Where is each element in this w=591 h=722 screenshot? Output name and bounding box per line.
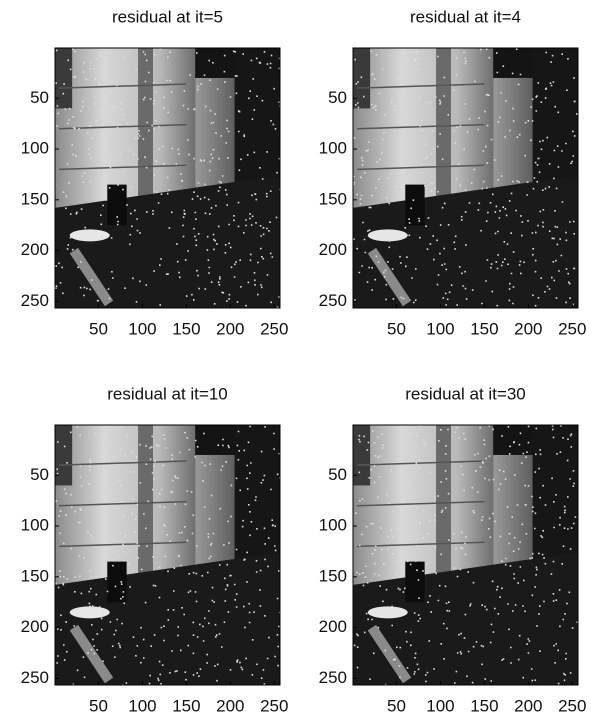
highlight [368, 606, 408, 618]
y-tick-label: 250 [319, 291, 347, 310]
x-tick-label: 150 [470, 696, 498, 715]
y-tick-label: 250 [21, 668, 49, 687]
wall-dark [353, 424, 371, 485]
chart-title: residual at it=10 [107, 384, 228, 403]
page: {"chart_data": [ {"type": "image", "titl… [0, 0, 591, 717]
x-tick-label: 200 [514, 319, 542, 338]
panel [493, 455, 533, 572]
y-tick-label: 200 [319, 240, 347, 259]
x-tick-label: 100 [128, 696, 156, 715]
y-tick-label: 50 [30, 465, 49, 484]
y-tick-label: 100 [319, 139, 347, 158]
subplot: residual at it=10 50 100 150 200 250 50 100 150 2… [21, 384, 289, 715]
image [353, 47, 580, 308]
step [107, 185, 126, 226]
x-tick-label: 200 [216, 696, 244, 715]
step [405, 562, 424, 603]
y-tick-label: 250 [319, 668, 347, 687]
x-tick-label: 150 [172, 319, 200, 338]
y-tick-label: 150 [319, 566, 347, 585]
x-tick-label: 50 [387, 696, 406, 715]
y-tick-label: 100 [319, 516, 347, 535]
y-tick-label: 50 [328, 88, 347, 107]
image [55, 424, 281, 685]
step [107, 562, 126, 603]
chart-title: residual at it=4 [410, 7, 521, 26]
figure: residual at it=5 50 100 150 200 250 50 100 150 20… [0, 0, 591, 717]
image [353, 424, 580, 686]
y-tick-label: 150 [21, 566, 49, 585]
y-tick-label: 100 [21, 516, 49, 535]
x-tick-label: 100 [426, 319, 454, 338]
pillar [436, 47, 451, 199]
wall-dark [55, 47, 73, 108]
y-tick-label: 200 [21, 240, 49, 259]
subplot: residual at it=5 50 100 150 200 250 50 100 150 20… [21, 7, 289, 338]
highlight [70, 229, 110, 241]
x-tick-label: 50 [387, 319, 406, 338]
wall-dark [55, 424, 73, 485]
step [405, 185, 424, 226]
x-tick-label: 50 [89, 319, 108, 338]
subplot: residual at it=4 50 100 150 200 250 50 100 150 20… [319, 7, 587, 338]
subplot: residual at it=30 50 100 150 200 250 50 100 150 2… [319, 384, 587, 715]
x-tick-label: 250 [558, 696, 586, 715]
x-tick-label: 100 [426, 696, 454, 715]
y-tick-label: 50 [328, 465, 347, 484]
y-tick-label: 100 [21, 139, 49, 158]
panel [493, 78, 533, 195]
image [55, 47, 281, 309]
pillar [138, 47, 153, 199]
y-tick-label: 150 [21, 189, 49, 208]
x-tick-label: 50 [89, 696, 108, 715]
chart-title: residual at it=5 [112, 7, 223, 26]
y-tick-label: 200 [21, 617, 49, 636]
x-tick-label: 250 [260, 319, 288, 338]
chart-title: residual at it=30 [405, 384, 526, 403]
pillar [436, 424, 451, 576]
x-tick-label: 250 [558, 319, 586, 338]
panel [195, 78, 235, 195]
highlight [70, 606, 110, 618]
y-tick-label: 200 [319, 617, 347, 636]
x-tick-label: 200 [514, 696, 542, 715]
panel [195, 455, 235, 572]
x-tick-label: 150 [470, 319, 498, 338]
y-tick-label: 50 [30, 88, 49, 107]
x-tick-label: 100 [128, 319, 156, 338]
x-tick-label: 200 [216, 319, 244, 338]
x-tick-label: 150 [172, 696, 200, 715]
y-tick-label: 150 [319, 189, 347, 208]
y-tick-label: 250 [21, 291, 49, 310]
x-tick-label: 250 [260, 696, 288, 715]
